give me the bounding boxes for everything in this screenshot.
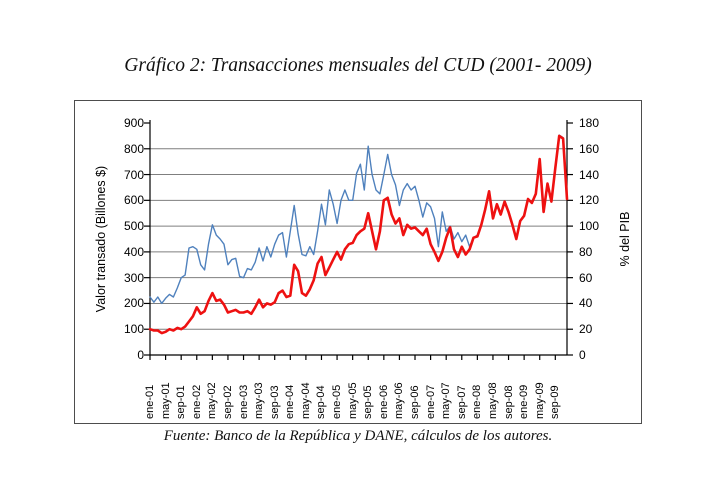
y-left-tick-label: 500 [123, 219, 144, 234]
y-right-tick-label: 140 [579, 167, 600, 182]
x-tick-label: sep-01 [175, 385, 188, 419]
y-left-tick-label: 700 [123, 167, 144, 182]
y-right-tick-label: 120 [579, 193, 600, 208]
x-tick-label: sep-03 [268, 385, 281, 419]
x-tick-label: sep-06 [409, 385, 421, 419]
x-tick-label: may-08 [486, 382, 499, 419]
x-tick-label: ene-09 [518, 384, 531, 419]
series-pct-pib [148, 134, 569, 335]
y-right-tick-label: 0 [579, 348, 586, 362]
y-right-tick-label: 80 [579, 244, 593, 259]
x-tick-label: ene-01 [144, 384, 156, 419]
x-tick-label: ene-04 [284, 384, 297, 419]
y-right-tick-label: 20 [579, 322, 593, 337]
x-tick-label: may-01 [159, 382, 172, 419]
y-right-tick-label: 180 [579, 116, 600, 130]
x-tick-label: sep-09 [549, 385, 562, 419]
x-tick-label: sep-05 [362, 385, 375, 419]
y-left-tick-label: 600 [123, 193, 144, 208]
y-left-tick-label: 800 [123, 141, 144, 156]
x-tick-label: may-09 [533, 382, 546, 419]
x-tick-label: sep-08 [502, 385, 515, 419]
y-left-tick-label: 300 [123, 270, 144, 285]
x-tick-label: may-04 [299, 382, 312, 419]
source-note: Fuente: Banco de la República y DANE, cá… [163, 428, 553, 444]
x-tick-label: ene-02 [190, 384, 203, 419]
y-left-tick-label: 200 [123, 296, 144, 311]
x-tick-label: may-07 [440, 382, 453, 419]
y-right-tick-label: 40 [579, 296, 593, 311]
x-tick-label: ene-07 [424, 384, 437, 419]
chart-title: Gráfico 2: Transacciones mensuales del C… [124, 55, 592, 76]
y-left-tick-label: 900 [123, 116, 144, 130]
x-tick-label: ene-05 [331, 384, 344, 419]
x-tick-label: ene-03 [237, 384, 250, 419]
y-right-axis-title: % del PIB [618, 211, 632, 267]
x-tick-label: sep-07 [455, 385, 468, 419]
y-right-tick-label: 100 [579, 219, 600, 234]
y-left-axis-title: Valor transado (Billones $) [94, 165, 108, 313]
y-right-tick-label: 160 [579, 141, 600, 156]
y-right-tick-label: 60 [579, 270, 593, 285]
x-tick-label: ene-08 [471, 384, 484, 419]
y-left-tick-label: 0 [137, 348, 144, 362]
x-tick-label: sep-02 [221, 385, 234, 419]
x-tick-label: may-06 [393, 382, 406, 419]
y-left-tick-label: 100 [123, 322, 144, 337]
x-tick-label: sep-04 [315, 385, 328, 419]
x-tick-label: may-02 [206, 382, 219, 419]
y-left-tick-label: 400 [123, 244, 144, 259]
x-tick-label: may-03 [253, 382, 266, 419]
x-tick-label: may-05 [346, 382, 359, 419]
figure-box [74, 100, 642, 424]
x-tick-label: ene-06 [377, 384, 390, 419]
